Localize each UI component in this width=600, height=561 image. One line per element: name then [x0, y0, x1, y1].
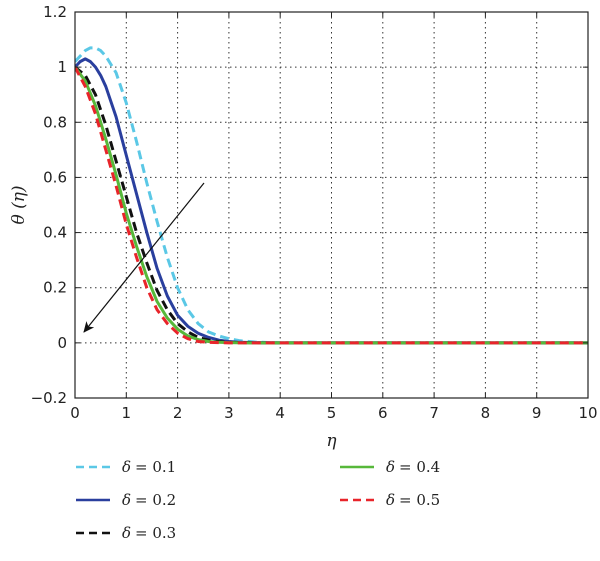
legend-item-1: δ = 0.1 — [76, 458, 176, 476]
x-tick-label: 9 — [532, 404, 542, 422]
legend-label: δ = 0.3 — [122, 524, 176, 542]
y-tick-label: 0.6 — [43, 168, 67, 186]
legend-item-3: δ = 0.3 — [76, 524, 176, 542]
x-tick-label: 6 — [378, 404, 388, 422]
y-tick-label: 0.8 — [43, 113, 67, 131]
legend-item-2: δ = 0.2 — [76, 491, 176, 509]
legend-label: δ = 0.1 — [122, 458, 176, 476]
annotation-layer — [83, 182, 205, 333]
y-tick-label: 1 — [57, 58, 67, 76]
y-axis-title: θ (η) — [9, 185, 29, 224]
y-tick-label: 0.2 — [43, 279, 67, 297]
series-layer — [75, 46, 588, 345]
y-tick-label: 0 — [57, 334, 67, 352]
legend-label: δ = 0.4 — [386, 458, 440, 476]
trend-arrow — [83, 182, 205, 333]
series-line-5 — [75, 66, 588, 345]
x-tick-label: 7 — [429, 404, 439, 422]
legend-item-4: δ = 0.4 — [340, 458, 440, 476]
tick-layer: 0 1 2 3 4 5 6 7 8 9 10−0.200.20.40.60.811.2 — [31, 3, 598, 422]
legend-label: δ = 0.2 — [122, 491, 176, 509]
x-tick-label: 0 — [70, 404, 80, 422]
y-tick-label: 1.2 — [43, 3, 67, 21]
x-tick-label: 4 — [275, 404, 285, 422]
x-tick-label: 8 — [481, 404, 491, 422]
x-axis-title: η — [326, 431, 337, 451]
x-tick-label: 1 — [122, 404, 132, 422]
x-tick-label: 5 — [327, 404, 337, 422]
y-tick-label: 0.4 — [43, 224, 67, 242]
y-tick-label: −0.2 — [31, 389, 67, 407]
legend-label: δ = 0.5 — [386, 491, 440, 509]
x-tick-label: 2 — [173, 404, 183, 422]
series-line-3 — [75, 65, 588, 345]
legend-item-5: δ = 0.5 — [340, 491, 440, 509]
legend: δ = 0.1 δ = 0.2 δ = 0.3 δ = 0.4 δ = 0.5 — [76, 458, 440, 542]
x-tick-label: 10 — [578, 404, 597, 422]
x-tick-label: 3 — [224, 404, 234, 422]
